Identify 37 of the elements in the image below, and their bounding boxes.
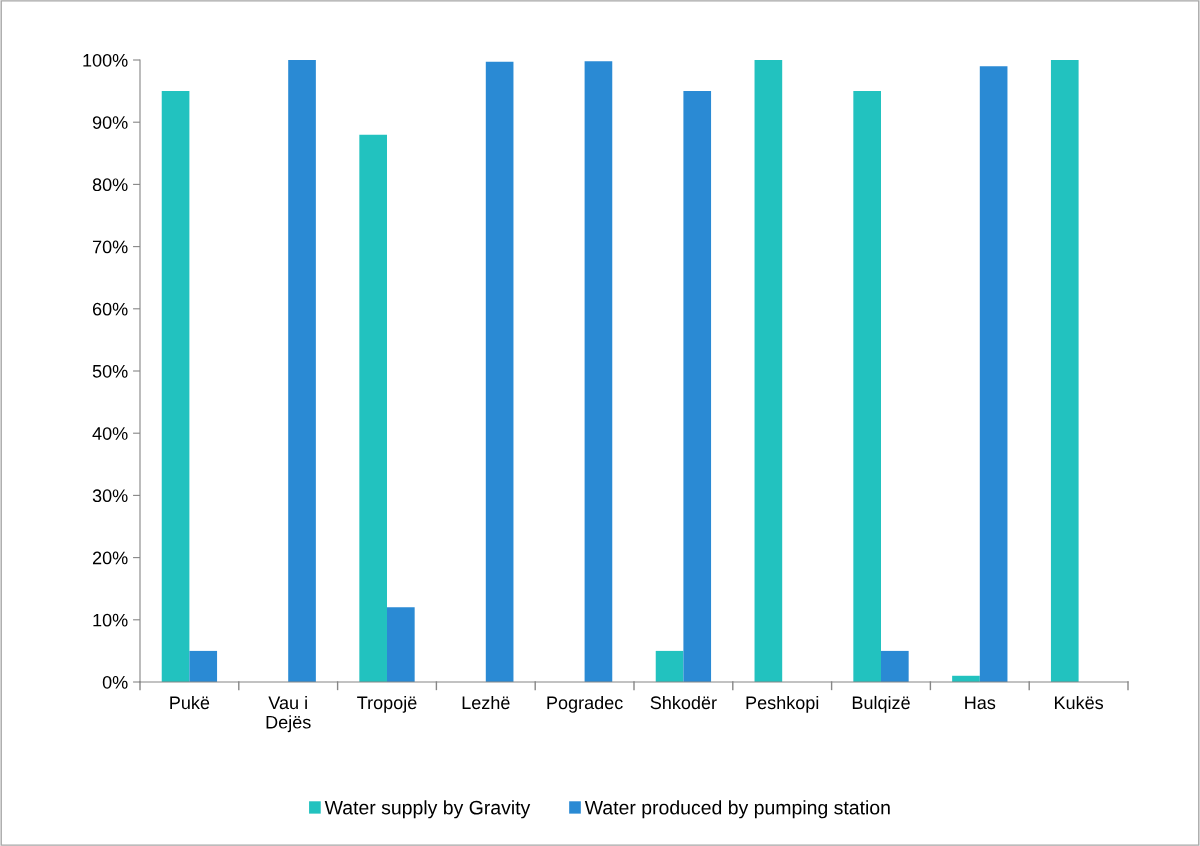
bar bbox=[584, 61, 613, 682]
bar bbox=[1050, 60, 1079, 682]
bar bbox=[881, 650, 909, 682]
x-tick-label: Tropojë bbox=[357, 695, 417, 713]
legend-label: Water produced by pumping station bbox=[584, 800, 890, 819]
y-tick-label: 50% bbox=[92, 364, 128, 378]
x-tick-label: Bulqizë bbox=[852, 695, 910, 713]
bar bbox=[189, 650, 218, 682]
y-tick-label: 70% bbox=[92, 240, 128, 254]
x-tick-label: Pukë bbox=[170, 695, 210, 710]
bar bbox=[288, 60, 316, 682]
bar bbox=[359, 134, 387, 682]
x-tick-label: Peshkopi bbox=[746, 695, 819, 713]
legend-label: Water supply by Gravity bbox=[324, 800, 531, 819]
y-tick-label: 0% bbox=[102, 675, 128, 689]
y-tick-label: 40% bbox=[92, 427, 128, 440]
y-tick-label: 100% bbox=[83, 53, 128, 67]
bar bbox=[754, 60, 783, 682]
bar bbox=[161, 91, 190, 682]
x-tick-label: Lezhë bbox=[462, 695, 510, 710]
bar bbox=[979, 66, 1008, 682]
bar bbox=[655, 650, 684, 682]
y-tick-label: 80% bbox=[92, 178, 128, 192]
x-tick-label: Shkodër bbox=[650, 695, 717, 710]
y-tick-label: 10% bbox=[93, 613, 128, 627]
bar bbox=[853, 91, 881, 682]
y-tick-label: 20% bbox=[92, 551, 128, 565]
y-tick-label: 60% bbox=[92, 302, 128, 316]
bar bbox=[683, 91, 712, 682]
bar bbox=[387, 607, 415, 682]
x-tick-label: Kukës bbox=[1054, 695, 1104, 710]
x-tick-label: Pogradec bbox=[547, 695, 623, 713]
y-tick-label: 90% bbox=[92, 116, 128, 129]
bar bbox=[485, 61, 514, 682]
y-tick-label: 30% bbox=[92, 489, 128, 503]
x-tick-label: Vau i Dejës bbox=[266, 695, 311, 733]
x-tick-label: Has bbox=[965, 696, 996, 710]
